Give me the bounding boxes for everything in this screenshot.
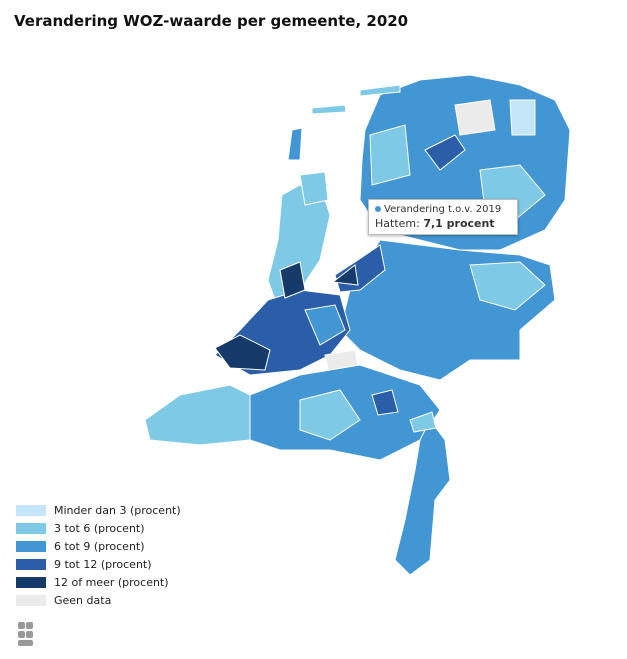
legend-label: Geen data (54, 593, 112, 607)
region (371, 389, 399, 416)
tooltip-label: Hattem: (375, 217, 420, 230)
legend-item[interactable]: 9 tot 12 (procent) (16, 555, 181, 573)
region (214, 334, 271, 371)
netherlands-map (144, 74, 571, 576)
region (304, 304, 346, 346)
legend-swatch (16, 504, 46, 516)
region (369, 124, 411, 186)
legend-item[interactable]: 3 tot 6 (procent) (16, 519, 181, 537)
region (509, 99, 536, 136)
legend-swatch (16, 522, 46, 534)
title: Verandering WOZ-waarde per gemeente, 202… (14, 12, 409, 30)
legend-label: 12 of meer (procent) (54, 575, 169, 589)
region (409, 411, 437, 433)
legend-item[interactable]: Minder dan 3 (procent) (16, 501, 181, 519)
region (279, 261, 306, 299)
island (311, 104, 347, 115)
tooltip-dot (375, 206, 381, 212)
legend-swatch (16, 594, 46, 606)
legend-swatch (16, 558, 46, 570)
legend-label: 3 tot 6 (procent) (54, 521, 145, 535)
region (454, 99, 496, 136)
region (299, 171, 329, 206)
island (359, 84, 401, 97)
legend: Minder dan 3 (procent) 3 tot 6 (procent) 6… (16, 501, 181, 609)
region (331, 264, 359, 286)
legend-label: 6 tot 9 (procent) (54, 539, 145, 553)
island (287, 127, 303, 161)
tooltip-series: Verandering t.o.v. 2019 (384, 204, 502, 215)
region (299, 389, 361, 441)
region (394, 419, 451, 576)
cbs-logo (18, 622, 33, 646)
legend-label: 9 tot 12 (procent) (54, 557, 152, 571)
legend-item[interactable]: Geen data (16, 591, 181, 609)
tooltip: Verandering t.o.v. 2019 Hattem: 7,1 proc… (368, 199, 518, 235)
tooltip-value: 7,1 procent (423, 217, 495, 230)
region (144, 384, 261, 446)
region (469, 261, 546, 311)
legend-label: Minder dan 3 (procent) (54, 503, 181, 517)
legend-swatch (16, 576, 46, 588)
region (424, 134, 466, 171)
legend-swatch (16, 540, 46, 552)
legend-item[interactable]: 12 of meer (procent) (16, 573, 181, 591)
legend-item[interactable]: 6 tot 9 (procent) (16, 537, 181, 555)
